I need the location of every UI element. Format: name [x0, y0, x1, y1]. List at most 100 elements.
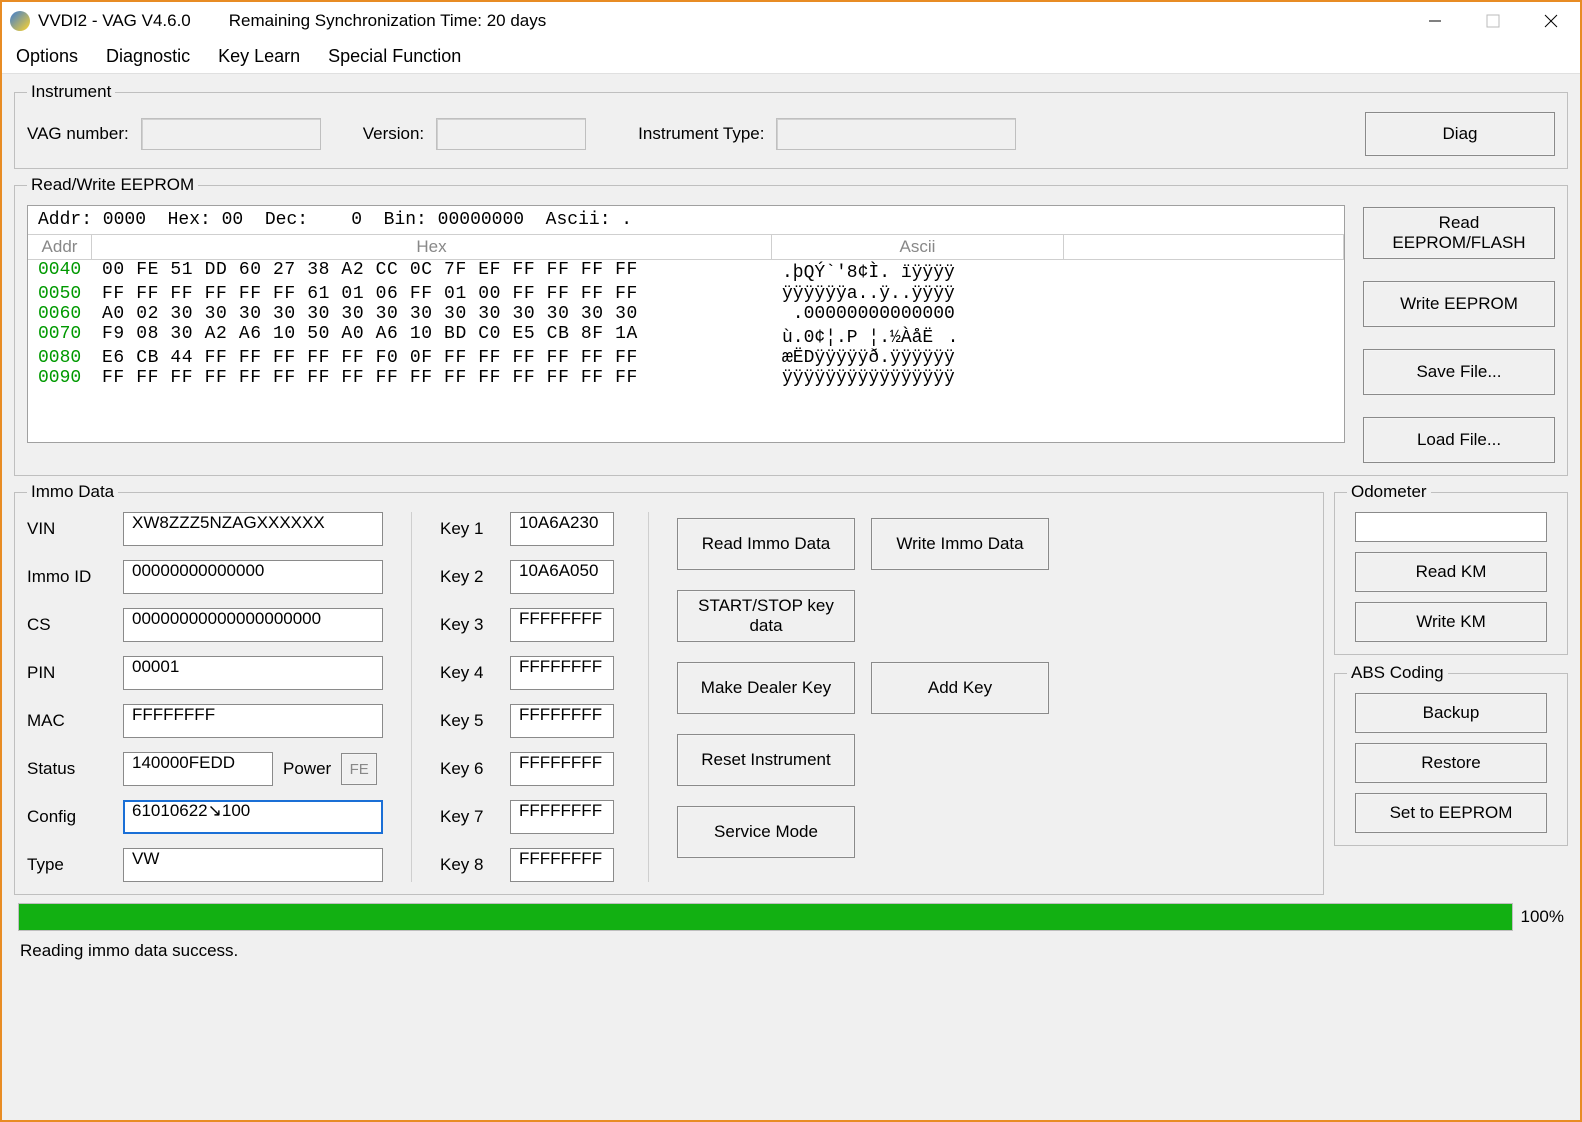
instrument-type-field[interactable] — [776, 118, 1016, 150]
power-label: Power — [283, 759, 331, 779]
mac-input[interactable]: FFFFFFFF — [123, 704, 383, 738]
key-label: Key 7 — [440, 807, 510, 827]
config-label: Config — [27, 807, 123, 827]
eeprom-legend: Read/Write EEPROM — [27, 175, 198, 195]
hex-row[interactable]: 0070F9 08 30 A2 A6 10 50 A0 A6 10 BD C0 … — [28, 324, 1344, 348]
abs-restore-button[interactable]: Restore — [1355, 743, 1547, 783]
make-dealer-key-button[interactable]: Make Dealer Key — [677, 662, 855, 714]
hex-bytes: E6 CB 44 FF FF FF FF FF F0 0F FF FF FF F… — [92, 348, 772, 368]
hex-bytes: FF FF FF FF FF FF 61 01 06 FF 01 00 FF F… — [92, 284, 772, 304]
write-eeprom-button[interactable]: Write EEPROM — [1363, 281, 1555, 327]
cs-label: CS — [27, 615, 123, 635]
hex-ascii: ÿÿÿÿÿÿa..ÿ..ÿÿÿÿ — [772, 284, 1064, 304]
key-input[interactable]: FFFFFFFF — [510, 704, 614, 738]
config-input[interactable]: 61010622↘100 — [123, 800, 383, 834]
pin-label: PIN — [27, 663, 123, 683]
minimize-button[interactable] — [1406, 2, 1464, 40]
write-immo-button[interactable]: Write Immo Data — [871, 518, 1049, 570]
menu-special-function[interactable]: Special Function — [328, 46, 461, 67]
hex-addr: 0040 — [28, 260, 92, 284]
read-eeprom-button[interactable]: Read EEPROM/FLASH — [1363, 207, 1555, 259]
pin-input[interactable]: 00001 — [123, 656, 383, 690]
menu-diagnostic[interactable]: Diagnostic — [106, 46, 190, 67]
hex-row[interactable]: 004000 FE 51 DD 60 27 38 A2 CC 0C 7F EF … — [28, 260, 1344, 284]
read-km-button[interactable]: Read KM — [1355, 552, 1547, 592]
hex-addr: 0050 — [28, 284, 92, 304]
immo-data-group: Immo Data VIN XW8ZZZ5NZAGXXXXXX Immo ID … — [14, 482, 1324, 895]
cs-input[interactable]: 00000000000000000000 — [123, 608, 383, 642]
abs-legend: ABS Coding — [1347, 663, 1448, 683]
hex-bytes: A0 02 30 30 30 30 30 30 30 30 30 30 30 3… — [92, 304, 772, 324]
key-input[interactable]: FFFFFFFF — [510, 608, 614, 642]
hex-viewer: Addr: 0000 Hex: 00 Dec: 0 Bin: 00000000 … — [27, 205, 1345, 443]
maximize-button[interactable] — [1464, 2, 1522, 40]
abs-set-eeprom-button[interactable]: Set to EEPROM — [1355, 793, 1547, 833]
key-input[interactable]: FFFFFFFF — [510, 800, 614, 834]
key-label: Key 6 — [440, 759, 510, 779]
read-immo-button[interactable]: Read Immo Data — [677, 518, 855, 570]
progress-label: 100% — [1521, 907, 1564, 927]
odometer-legend: Odometer — [1347, 482, 1431, 502]
menu-options[interactable]: Options — [16, 46, 78, 67]
menubar: Options Diagnostic Key Learn Special Fun… — [2, 40, 1580, 74]
diag-button[interactable]: Diag — [1365, 112, 1555, 156]
maximize-icon — [1486, 14, 1500, 28]
hex-addr: 0070 — [28, 324, 92, 348]
hex-row[interactable]: 0090FF FF FF FF FF FF FF FF FF FF FF FF … — [28, 368, 1344, 388]
key-input[interactable]: FFFFFFFF — [510, 752, 614, 786]
type-input[interactable]: VW — [123, 848, 383, 882]
mac-label: MAC — [27, 711, 123, 731]
status-input[interactable]: 140000FEDD — [123, 752, 273, 786]
col-ascii: Ascii — [772, 235, 1064, 259]
app-title: VVDI2 - VAG V4.6.0 — [38, 11, 191, 31]
version-field[interactable] — [436, 118, 586, 150]
instrument-group: Instrument VAG number: Version: Instrume… — [14, 82, 1568, 169]
key-label: Key 2 — [440, 567, 510, 587]
reset-instrument-button[interactable]: Reset Instrument — [677, 734, 855, 786]
close-button[interactable] — [1522, 2, 1580, 40]
vin-input[interactable]: XW8ZZZ5NZAGXXXXXX — [123, 512, 383, 546]
load-file-button[interactable]: Load File... — [1363, 417, 1555, 463]
km-input[interactable] — [1355, 512, 1547, 542]
hex-row[interactable]: 0080E6 CB 44 FF FF FF FF FF F0 0F FF FF … — [28, 348, 1344, 368]
close-icon — [1544, 14, 1558, 28]
hex-info-bar: Addr: 0000 Hex: 00 Dec: 0 Bin: 00000000 … — [28, 206, 1344, 235]
key-input[interactable]: 10A6A050 — [510, 560, 614, 594]
col-addr: Addr — [28, 235, 92, 259]
app-icon — [10, 11, 30, 31]
hex-body[interactable]: 004000 FE 51 DD 60 27 38 A2 CC 0C 7F EF … — [28, 260, 1344, 442]
service-mode-button[interactable]: Service Mode — [677, 806, 855, 858]
progress-fill — [19, 904, 1512, 930]
key-input[interactable]: 10A6A230 — [510, 512, 614, 546]
key-label: Key 3 — [440, 615, 510, 635]
sync-text: Remaining Synchronization Time: 20 days — [229, 11, 547, 31]
power-field[interactable]: FE — [341, 753, 377, 785]
titlebar: VVDI2 - VAG V4.6.0 Remaining Synchroniza… — [2, 2, 1580, 40]
key-input[interactable]: FFFFFFFF — [510, 848, 614, 882]
progress-bar — [18, 903, 1513, 931]
type-label: Type — [27, 855, 123, 875]
write-km-button[interactable]: Write KM — [1355, 602, 1547, 642]
hex-bytes: 00 FE 51 DD 60 27 38 A2 CC 0C 7F EF FF F… — [92, 260, 772, 284]
start-stop-key-button[interactable]: START/STOP key data — [677, 590, 855, 642]
status-label: Status — [27, 759, 123, 779]
save-file-button[interactable]: Save File... — [1363, 349, 1555, 395]
add-key-button[interactable]: Add Key — [871, 662, 1049, 714]
hex-row[interactable]: 0050FF FF FF FF FF FF 61 01 06 FF 01 00 … — [28, 284, 1344, 304]
key-input[interactable]: FFFFFFFF — [510, 656, 614, 690]
immoid-input[interactable]: 00000000000000 — [123, 560, 383, 594]
vin-label: VIN — [27, 519, 123, 539]
hex-row[interactable]: 0060A0 02 30 30 30 30 30 30 30 30 30 30 … — [28, 304, 1344, 324]
instrument-legend: Instrument — [27, 82, 115, 102]
hex-ascii: ÿÿÿÿÿÿÿÿÿÿÿÿÿÿÿÿ — [772, 368, 1064, 388]
status-bar: Reading immo data success. — [14, 939, 1568, 967]
version-label: Version: — [363, 124, 424, 144]
hex-ascii: .00000000000000 — [772, 304, 1064, 324]
abs-backup-button[interactable]: Backup — [1355, 693, 1547, 733]
vag-number-field[interactable] — [141, 118, 321, 150]
hex-column-headers: Addr Hex Ascii — [28, 235, 1344, 260]
hex-ascii: .þQÝ`'8¢Ì. ïÿÿÿÿ — [772, 260, 1064, 284]
immo-legend: Immo Data — [27, 482, 118, 502]
menu-key-learn[interactable]: Key Learn — [218, 46, 300, 67]
vag-number-label: VAG number: — [27, 124, 129, 144]
